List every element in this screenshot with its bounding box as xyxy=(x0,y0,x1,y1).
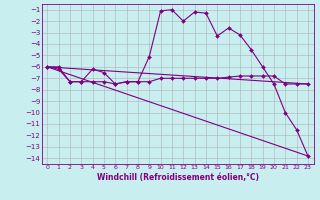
X-axis label: Windchill (Refroidissement éolien,°C): Windchill (Refroidissement éolien,°C) xyxy=(97,173,259,182)
